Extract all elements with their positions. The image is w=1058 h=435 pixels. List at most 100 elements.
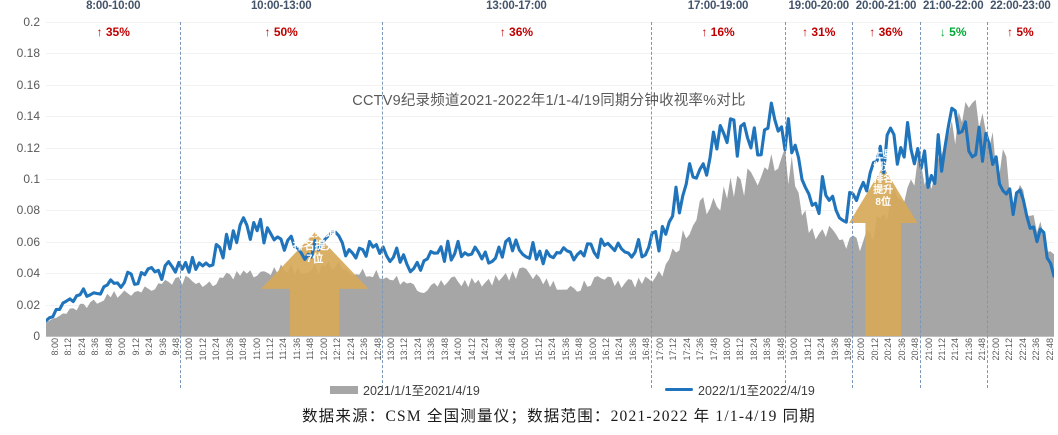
x-tick-label: 20:24: [883, 338, 894, 361]
x-tick-label: 19:00: [789, 338, 800, 361]
x-tick-label: 12:24: [345, 338, 356, 361]
segment-divider: [382, 22, 383, 388]
x-tick-label: 10:12: [197, 338, 208, 361]
segment-7: 21:00-22:00 ↓ 5%: [920, 0, 987, 39]
x-tick-label: 19:48: [842, 338, 853, 361]
x-tick-label: 9:24: [144, 338, 155, 356]
x-tick-label: 21:48: [977, 338, 988, 361]
series-svg: [46, 99, 1054, 336]
x-tick-label: 17:00: [654, 338, 665, 361]
gridline: [46, 179, 1054, 180]
x-tick-label: 17:48: [708, 338, 719, 361]
gridline: [46, 210, 1054, 212]
segment-delta-down: ↓ 5%: [939, 25, 967, 39]
x-tick-label: 12:12: [332, 338, 343, 361]
segment-divider: [180, 22, 182, 388]
x-tick-label: 11:36: [291, 338, 302, 360]
annotation-line: 提升: [873, 185, 894, 197]
segment-time-label: 8:00-10:00: [86, 0, 141, 12]
x-axis-line: [46, 336, 1054, 337]
segment-time-label: 20:00-21:00: [855, 0, 917, 12]
segment-divider: [852, 22, 854, 388]
series-line-2022: [46, 101, 1054, 323]
segment-time-label: 10:00-13:00: [250, 0, 312, 12]
segment-divider: [650, 22, 652, 388]
gridline: [46, 241, 1054, 243]
legend-item-1[interactable]: 2021/1/1至2021/4/19: [330, 380, 480, 399]
x-tick-label: 15:36: [560, 338, 571, 361]
x-tick-label: 18:36: [762, 338, 773, 361]
gridline: [46, 53, 1054, 55]
x-tick-label: 20:48: [910, 338, 921, 361]
x-tick-label: 14:12: [466, 338, 477, 361]
legend-label: 2021/1/1至2021/4/19: [363, 384, 480, 398]
x-tick-label: 10:48: [238, 338, 249, 361]
x-tick-label: 14:24: [480, 338, 491, 361]
x-tick-label: 9:48: [170, 338, 181, 356]
x-tick-label: 22:24: [1017, 338, 1028, 361]
x-tick-label: 21:24: [950, 338, 961, 361]
x-tick-label: 21:00: [923, 338, 934, 361]
x-tick-label: 10:36: [224, 338, 235, 361]
x-tick-label: 18:48: [775, 338, 786, 361]
segment-delta-up: ↑ 35%: [96, 25, 130, 39]
x-tick-label: 8:12: [63, 338, 74, 356]
segment-6: 20:00-21:00 ↑ 36%: [852, 0, 919, 39]
x-tick-label: 14:48: [506, 338, 517, 361]
x-tick-label: 18:00: [722, 338, 732, 361]
annotation-line: 频道: [873, 161, 894, 173]
x-tick-label: 8:36: [90, 338, 101, 356]
x-tick-label: 22:00: [990, 338, 1001, 361]
x-tick-label: 11:00: [251, 338, 262, 360]
segment-time-label: 17:00-19:00: [687, 0, 749, 12]
x-tick-label: 15:00: [520, 338, 531, 361]
x-tick-label: 11:24: [278, 338, 289, 360]
x-tick-label: 17:24: [681, 338, 692, 361]
x-tick-label: 22:36: [1031, 338, 1042, 361]
y-axis: 0.2 0.18 0.16 0.14 0.12 0.1 0.08 0.06 0.04 0.02 0: [0, 0, 44, 435]
x-tick-label: 16:36: [627, 338, 638, 361]
annotation-arrow-satellite-rank-7: [261, 232, 369, 336]
plot-area: [46, 22, 1054, 336]
gridline: [46, 22, 1054, 23]
x-tick-label: 10:00: [184, 338, 195, 361]
y-tick-label: 0.04: [16, 266, 40, 281]
x-tick-label: 16:48: [641, 338, 652, 361]
segment-4: 17:00-19:00 ↑ 16%: [651, 0, 785, 39]
annotation-line: 7位: [306, 252, 324, 265]
annotation-arrow-satellite-rank-8: [849, 166, 918, 336]
annotation-line: 排名提升: [292, 239, 337, 252]
chart-title: CCTV9纪录频道2021-2022年1/1-4/19同期分钟收视率%对比: [352, 93, 746, 109]
x-tick-label: 8:48: [103, 338, 114, 356]
annotation-label-satellite-rank-7: 上星频道 排名提升 7位: [275, 227, 355, 266]
segment-2: 10:00-13:00 ↑ 50%: [180, 0, 382, 39]
annotation-line: 上星频道: [292, 227, 337, 239]
x-axis-labels: 8:00 8:12 8:24 8:36 8:48 9:00 9:12 9:24 9:36 9:48…: [46, 338, 1055, 374]
x-tick-label: 11:48: [305, 338, 316, 360]
segment-delta-up: ↑ 5%: [1007, 25, 1034, 39]
x-tick-label: 13:00: [386, 338, 396, 361]
segment-delta-up: ↑ 36%: [499, 25, 534, 39]
x-tick-label: 12:36: [359, 338, 370, 361]
segment-3: 13:00-17:00 ↑ 36%: [382, 0, 651, 39]
annotation-layer: [261, 166, 918, 336]
gridline: [46, 116, 1054, 118]
legend-item-2[interactable]: 2022/1/1至2022/4/19: [665, 380, 815, 399]
x-tick-label: 10:24: [211, 338, 222, 361]
annotation-line: 8位: [875, 197, 891, 209]
x-tick-label: 11:12: [265, 338, 276, 360]
y-tick-label: 0.02: [16, 297, 40, 312]
x-tick-label: 14:00: [453, 338, 464, 361]
x-tick-label: 14:36: [493, 338, 504, 361]
annotation-line: 上星: [873, 150, 894, 161]
segment-delta-up: ↑ 16%: [701, 25, 735, 39]
x-tick-label: 12:00: [318, 338, 329, 361]
y-tick-label: 0.16: [16, 77, 40, 92]
segment-delta-up: ↑ 31%: [802, 25, 836, 39]
x-tick-label: 21:12: [937, 338, 948, 361]
segment-time-label: 22:00-23:00: [990, 0, 1051, 12]
segment-divider: [785, 22, 787, 388]
gridline: [46, 273, 1054, 275]
legend-area-swatch-icon: [330, 385, 358, 394]
y-tick-label: 0.12: [16, 140, 40, 155]
